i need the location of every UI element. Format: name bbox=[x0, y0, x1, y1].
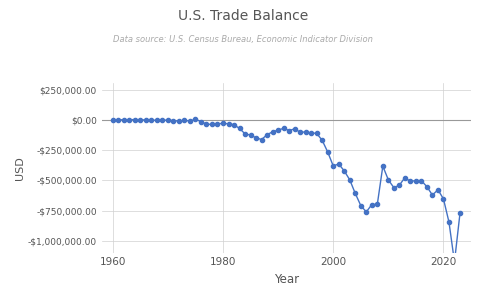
Text: Data source: U.S. Census Bureau, Economic Indicator Division: Data source: U.S. Census Bureau, Economi… bbox=[113, 35, 373, 44]
Y-axis label: USD: USD bbox=[15, 156, 25, 180]
Text: U.S. Trade Balance: U.S. Trade Balance bbox=[178, 9, 308, 23]
X-axis label: Year: Year bbox=[274, 273, 299, 286]
